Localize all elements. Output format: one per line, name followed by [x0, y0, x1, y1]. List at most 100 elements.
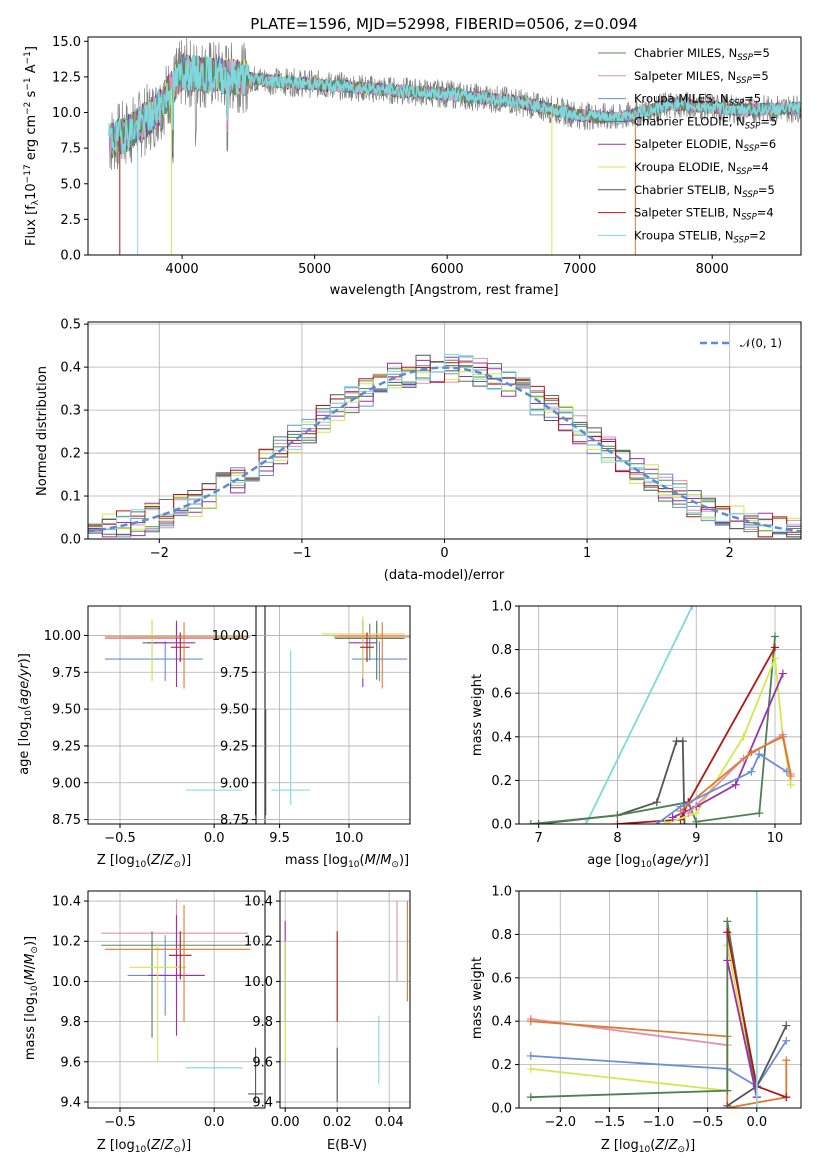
normal-distribution-curve — [88, 366, 801, 533]
model-spectrum-kroupa-stelib — [108, 54, 801, 154]
weight-marker — [680, 820, 689, 824]
weight-marker — [755, 750, 764, 759]
y-tick-label: 9.8 — [252, 1015, 273, 1030]
residual-axes: −2 −1 0 1 2 0.0 0.1 0.2 0.3 0.4 0.5 — [60, 318, 802, 561]
weight-marker — [723, 1101, 732, 1108]
weight-marker — [778, 669, 787, 678]
age-z-plot-area — [88, 606, 265, 824]
weight-marker — [782, 1056, 791, 1065]
y-tick-label: 0.1 — [60, 490, 81, 505]
y-tick-label: 1.0 — [491, 600, 512, 615]
y-tick-label: 0.0 — [60, 249, 81, 264]
y-tick-label: 7.5 — [60, 142, 81, 157]
weight-vs-age-panel: 7 8 9 10 0.0 0.2 0.4 0.6 0.8 1.0 age [log10(age/y… — [470, 600, 802, 870]
normal-legend-label: 𝒩(0, 1) — [740, 336, 782, 350]
age-mass-plot-area — [256, 606, 410, 824]
y-tick-label: 0.5 — [60, 318, 81, 333]
errorbar-point — [104, 622, 250, 689]
y-tick-label: 9.25 — [52, 739, 81, 754]
weight-age-axes: 7 8 9 10 0.0 0.2 0.4 0.6 0.8 1.0 — [491, 600, 802, 846]
legend-label-kroupa-miles: Kroupa MILES, NSSP=5 — [634, 92, 761, 109]
weight-series-line — [530, 921, 758, 1099]
weight-age-xlabel: age [log10(age/yr)] — [587, 853, 709, 870]
weight-marker — [526, 1017, 535, 1026]
x-tick-label: −2.0 — [544, 1115, 576, 1130]
weight-marker — [747, 767, 756, 776]
weight-marker — [526, 1064, 535, 1073]
legend-label-kroupa-elodie: Kroupa ELODIE, NSSP=4 — [634, 160, 769, 177]
y-tick-label: 0.0 — [491, 818, 512, 833]
mass-z-axes: −0.5 0.0 9.4 9.6 9.8 10.0 10.2 10.4 — [52, 890, 266, 1130]
weight-z-plot-area — [519, 891, 801, 1108]
age-mass-axes: 9.5 10.0 8.75 9.00 9.25 9.50 9.75 10.00 — [212, 605, 411, 846]
weight-marker — [782, 1021, 791, 1030]
y-tick-label: 0.4 — [60, 361, 81, 376]
y-tick-label: 0.2 — [60, 447, 81, 462]
weight-z-xlabel: Z [log10(Z/Z⊙)] — [601, 1138, 695, 1155]
y-tick-label: 10.4 — [52, 895, 81, 910]
mass-ebv-xlabel: E(B-V) — [327, 1138, 367, 1153]
weight-z-ylabel: mass weight — [470, 957, 485, 1039]
errorbar-point — [104, 641, 203, 682]
weight-marker — [526, 1051, 535, 1060]
x-tick-label: 2 — [726, 546, 734, 561]
axes-frame — [87, 321, 802, 540]
x-tick-label: 5000 — [298, 262, 331, 277]
y-tick-label: 0.6 — [491, 971, 512, 986]
age-z-xlabel: Z [log10(Z/Z⊙)] — [97, 853, 191, 870]
y-tick-label: 9.6 — [60, 1055, 81, 1070]
mass-ebv-axes: 0.00 0.02 0.04 9.4 9.6 9.8 10.0 10.2 10.4 — [244, 890, 411, 1130]
weight-marker — [526, 820, 535, 824]
y-tick-label: 12.5 — [52, 70, 81, 85]
errorbar-point — [133, 619, 181, 682]
weight-marker — [692, 817, 701, 824]
legend-label-kroupa-stelib: Kroupa STELIB, NSSP=2 — [634, 228, 766, 245]
weight-marker — [581, 820, 590, 824]
weight-marker — [723, 928, 732, 937]
legend-label-chabrier-miles: Chabrier MILES, NSSP=5 — [634, 46, 770, 63]
y-tick-label: 0.4 — [491, 1015, 512, 1030]
y-tick-label: 9.75 — [220, 666, 249, 681]
y-tick-label: 0.4 — [491, 730, 512, 745]
x-tick-label: −1.5 — [594, 1115, 626, 1130]
axes-frame — [255, 605, 411, 825]
weight-age-ylabel: mass weight — [470, 674, 485, 756]
weight-series-line — [672, 673, 784, 819]
y-tick-label: 0.8 — [491, 643, 512, 658]
y-tick-label: 15.0 — [52, 35, 81, 50]
weight-marker — [526, 1093, 535, 1102]
legend-label-salpeter-elodie: Salpeter ELODIE, NSSP=6 — [634, 137, 776, 154]
legend-label-salpeter-miles: Salpeter MILES, NSSP=5 — [634, 69, 769, 86]
y-tick-label: 9.50 — [52, 703, 81, 718]
x-tick-label: −0.5 — [104, 1115, 136, 1130]
weight-z-axes: −2.0 −1.5 −1.0 −0.5 0.0 0.0 0.2 0.4 0.6 0.8 1.0 — [491, 885, 802, 1130]
spectrum-title: PLATE=1596, MJD=52998, FIBERID=0506, z=0… — [250, 15, 637, 33]
x-tick-label: 9 — [692, 831, 700, 846]
residual-plot-area — [88, 322, 801, 539]
errorbar-point — [351, 641, 408, 682]
axes-frame — [87, 890, 266, 1109]
mass-z-ylabel: mass [log10(M/M⊙)] — [23, 936, 40, 1060]
weight-marker — [652, 798, 661, 807]
weight-marker — [668, 813, 677, 822]
errorbar-point — [104, 626, 218, 654]
weight-marker — [771, 654, 780, 663]
weight-marker — [782, 767, 791, 776]
x-tick-label: −0.5 — [692, 1115, 724, 1130]
weight-marker — [747, 748, 756, 757]
y-tick-label: 10.00 — [44, 629, 81, 644]
spectrum-plot-area — [108, 37, 801, 255]
y-tick-label: 2.5 — [60, 213, 81, 228]
weight-series-line — [679, 735, 792, 812]
weight-series-line — [530, 1040, 788, 1088]
axes-frame — [518, 605, 802, 825]
y-tick-label: 9.00 — [220, 776, 249, 791]
axes-frame — [87, 605, 266, 825]
weight-marker — [786, 780, 795, 789]
errorbar-point — [104, 905, 250, 1022]
mass-vs-extinction-panel: 0.00 0.02 0.04 9.4 9.6 9.8 10.0 10.2 10.4 E(B-V) — [244, 890, 411, 1153]
y-tick-label: 9.8 — [60, 1015, 81, 1030]
y-tick-label: 0.0 — [491, 1102, 512, 1117]
weight-vs-metallicity-panel: −2.0 −1.5 −1.0 −0.5 0.0 0.0 0.2 0.4 0.6 0.8 1.0 Z … — [470, 885, 802, 1155]
